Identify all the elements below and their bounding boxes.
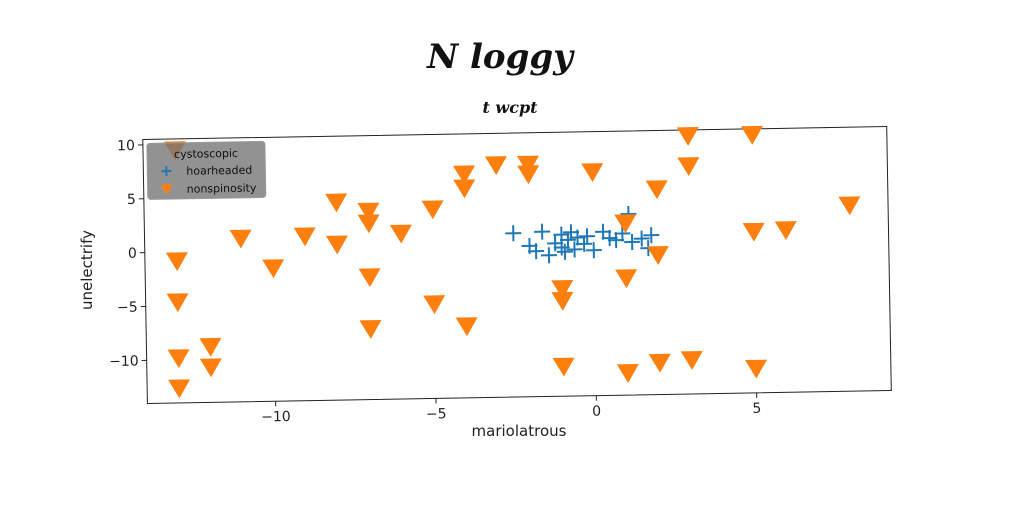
point-nonspinosity <box>423 295 446 315</box>
point-hoarheaded <box>643 227 660 244</box>
point-nonspinosity <box>745 359 768 379</box>
legend-title: cystoscopic <box>174 147 238 161</box>
point-nonspinosity <box>165 252 188 272</box>
legend-markers <box>160 166 173 195</box>
y-tick-label: −10 <box>109 354 139 371</box>
point-nonspinosity <box>676 126 699 146</box>
point-hoarheaded <box>566 241 583 258</box>
point-hoarheaded <box>585 242 602 259</box>
point-hoarheaded <box>528 243 545 260</box>
point-nonspinosity <box>452 165 475 185</box>
point-nonspinosity <box>645 180 668 200</box>
point-nonspinosity <box>551 291 574 311</box>
point-nonspinosity <box>648 353 671 373</box>
point-hoarheaded <box>633 230 650 247</box>
point-nonspinosity <box>740 125 763 145</box>
point-hoarheaded <box>534 223 551 240</box>
point-nonspinosity <box>517 165 540 185</box>
point-hoarheaded <box>547 235 564 252</box>
x-tick-label: −5 <box>426 406 447 422</box>
point-hoarheaded <box>559 231 576 248</box>
point-nonspinosity <box>838 196 861 216</box>
point-nonspinosity <box>774 221 797 241</box>
point-hoarheaded <box>601 230 618 247</box>
point-nonspinosity <box>677 157 700 176</box>
point-nonspinosity <box>325 235 348 255</box>
point-hoarheaded <box>595 223 612 240</box>
point-nonspinosity <box>552 357 575 377</box>
point-nonspinosity <box>262 259 285 279</box>
point-nonspinosity <box>646 246 669 265</box>
chart-title: N loggy <box>426 37 575 77</box>
point-hoarheaded <box>540 247 557 264</box>
y-tick-label: −5 <box>117 300 138 316</box>
point-hoarheaded <box>579 228 596 245</box>
chart-subtitle: t wcpt <box>482 98 538 117</box>
point-nonspinosity <box>325 193 348 213</box>
x-tick-label: 0 <box>592 404 601 420</box>
point-nonspinosity <box>614 214 637 234</box>
y-axis-label: unelectrify <box>78 230 96 310</box>
point-hoarheaded <box>576 235 593 252</box>
point-nonspinosity <box>484 156 507 176</box>
point-nonspinosity <box>389 224 412 244</box>
legend-entry-nonspinosity: nonspinosity <box>187 182 257 196</box>
point-nonspinosity <box>616 364 639 383</box>
point-nonspinosity <box>455 317 478 337</box>
point-nonspinosity <box>168 379 191 399</box>
point-hoarheaded <box>556 243 573 260</box>
point-nonspinosity <box>615 269 638 289</box>
point-hoarheaded <box>608 232 625 249</box>
point-hoarheaded <box>553 239 570 256</box>
legend-entry-hoarheaded: hoarheaded <box>186 164 252 178</box>
point-nonspinosity <box>357 214 380 234</box>
point-hoarheaded <box>569 229 586 246</box>
point-nonspinosity <box>742 222 765 242</box>
point-nonspinosity <box>166 293 189 313</box>
point-nonspinosity <box>229 229 252 249</box>
point-nonspinosity <box>516 155 539 175</box>
point-hoarheaded <box>505 225 522 242</box>
y-tick-label: 5 <box>127 192 136 208</box>
axis-ticks: −10 −5 0 5 −10 −5 0 5 10 <box>109 138 762 426</box>
legend-box <box>146 140 267 200</box>
x-tick-label: −10 <box>261 409 291 426</box>
point-nonspinosity <box>421 200 444 220</box>
legend-marker-nonspinosity <box>160 184 173 195</box>
point-nonspinosity <box>167 349 190 369</box>
plot-area: −10 −5 0 5 −10 −5 0 5 10 cystoscopic hoarheaded … <box>109 125 892 426</box>
point-nonspinosity <box>551 280 574 299</box>
point-nonspinosity <box>358 268 381 288</box>
point-nonspinosity <box>453 179 476 199</box>
data-marks <box>163 125 861 399</box>
point-nonspinosity <box>293 227 316 247</box>
point-nonspinosity <box>359 320 382 339</box>
point-hoarheaded <box>614 225 631 242</box>
point-nonspinosity <box>357 202 380 222</box>
point-nonspinosity <box>680 351 703 370</box>
legend: cystoscopic hoarheaded nonspinosity <box>146 140 267 200</box>
x-axis-label: mariolatrous <box>472 422 567 440</box>
x-tick-label: 5 <box>752 401 761 417</box>
point-hoarheaded <box>624 233 641 250</box>
legend-marker-hoarheaded <box>161 166 172 177</box>
y-tick-label: 10 <box>117 138 135 154</box>
point-nonspinosity <box>199 358 222 378</box>
point-nonspinosity <box>199 337 222 357</box>
point-nonspinosity <box>581 163 604 182</box>
y-tick-label: 0 <box>128 246 137 262</box>
plot-frame <box>142 126 892 404</box>
